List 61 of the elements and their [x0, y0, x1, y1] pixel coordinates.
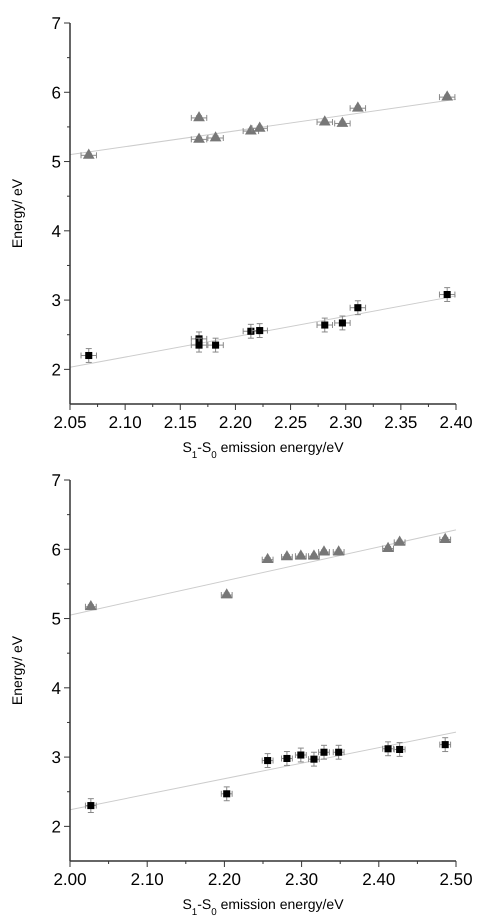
x-tick-label: 2.05: [53, 413, 87, 432]
point: [382, 542, 394, 552]
point: [352, 101, 364, 112]
x-tick-label: 2.10: [108, 413, 142, 432]
point: [193, 111, 205, 122]
point: [82, 148, 95, 159]
x-tick-label: 2.10: [130, 870, 164, 889]
point: [193, 132, 205, 143]
point: [223, 790, 230, 798]
point: [85, 352, 92, 360]
x-tick-label: 2.50: [439, 870, 473, 889]
point: [439, 532, 452, 543]
point: [220, 588, 233, 598]
point: [396, 746, 404, 754]
point: [441, 90, 454, 101]
x-tick-label: 2.35: [384, 413, 418, 432]
point: [210, 131, 222, 142]
point: [444, 291, 451, 298]
point: [87, 802, 94, 810]
point: [354, 304, 362, 312]
x-axis-title: S$_{1}$-S$_{0}$ emission energy/eV: [182, 896, 344, 918]
y-tick-label: 7: [52, 471, 61, 490]
point: [283, 754, 290, 762]
point: [212, 342, 220, 349]
y-tick-label: 6: [52, 83, 61, 102]
x-tick-label: 2.40: [362, 870, 396, 889]
point: [335, 748, 342, 756]
y-tick-label: 4: [52, 222, 61, 241]
point: [281, 550, 293, 560]
y-tick-label: 2: [52, 817, 61, 836]
x-tick-label: 2.25: [274, 413, 308, 432]
y-axis-title: Energy/ eV: [9, 178, 25, 248]
point: [262, 552, 274, 564]
y-tick-label: 2: [52, 360, 61, 380]
y-tick-label: 5: [52, 610, 61, 629]
x-tick-label: 2.40: [439, 413, 473, 432]
y-tick-label: 5: [52, 152, 61, 172]
point: [84, 600, 97, 610]
y-tick-label: 3: [52, 748, 61, 768]
x-tick-label: 2.20: [208, 870, 241, 889]
point: [297, 751, 304, 759]
point: [254, 122, 266, 132]
point: [336, 116, 348, 127]
y-tick-label: 7: [52, 14, 61, 33]
y-tick-label: 6: [52, 540, 61, 560]
point: [196, 342, 203, 349]
x-tick-label: 2.30: [329, 413, 362, 432]
x-tick-label: 2.20: [218, 413, 252, 432]
y-tick-label: 3: [52, 291, 61, 310]
y-axis-title: Energy/ eV: [9, 635, 25, 706]
x-axis-title: S$_{1}$-S$_{0}$ emission energy/eV: [182, 439, 344, 460]
x-tick-label: 2.30: [285, 870, 318, 889]
point: [332, 545, 345, 556]
point: [338, 319, 346, 326]
x-tick-label: 2.00: [53, 870, 87, 889]
point: [394, 536, 406, 546]
point: [442, 741, 449, 748]
x-tick-label: 2.15: [164, 413, 197, 432]
point: [264, 757, 272, 764]
point: [321, 321, 328, 329]
y-tick-label: 4: [52, 678, 61, 698]
